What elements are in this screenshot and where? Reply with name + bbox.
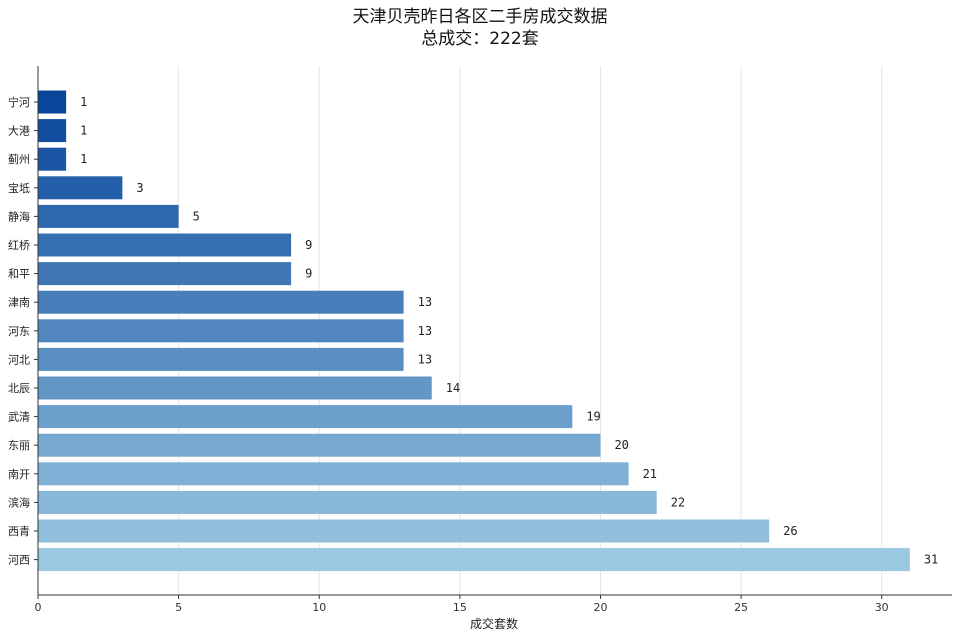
category-label: 静海 — [8, 209, 30, 223]
bar-11 — [38, 376, 432, 400]
category-label: 河北 — [8, 353, 30, 366]
data-label: 1 — [80, 152, 87, 166]
category-label: 东丽 — [8, 439, 30, 452]
category-label: 津南 — [8, 296, 30, 309]
bar-5 — [38, 204, 179, 228]
bar-12 — [38, 405, 573, 429]
category-label: 河西 — [8, 554, 30, 567]
category-label: 蓟州 — [8, 153, 30, 166]
bar-7 — [38, 262, 292, 286]
data-label: 20 — [614, 438, 628, 452]
x-tick-label: 5 — [175, 601, 182, 614]
data-label: 3 — [136, 181, 143, 195]
data-label: 14 — [446, 381, 460, 395]
data-label: 31 — [924, 553, 938, 567]
category-label: 红桥 — [8, 239, 30, 252]
category-label: 和平 — [8, 268, 30, 281]
x-tick-label: 15 — [453, 601, 467, 614]
bar-10 — [38, 347, 404, 371]
bar-9 — [38, 319, 404, 343]
data-label: 5 — [193, 209, 200, 223]
bar-16 — [38, 519, 770, 543]
bar-15 — [38, 490, 657, 514]
bar-3 — [38, 147, 67, 171]
bar-17 — [38, 548, 910, 572]
data-label: 1 — [80, 124, 87, 138]
x-tick-label: 25 — [734, 601, 748, 614]
chart-subtitle: 总成交：222套 — [421, 29, 539, 49]
bar-13 — [38, 433, 601, 457]
chart-title-block: 天津贝壳昨日各区二手房成交数据 总成交：222套 — [0, 6, 960, 50]
data-label: 13 — [418, 295, 432, 309]
data-label: 19 — [586, 410, 600, 424]
x-axis-title: 成交套数 — [470, 616, 518, 631]
category-label: 西青 — [8, 525, 30, 538]
data-label: 26 — [783, 524, 797, 538]
x-tick-label: 20 — [593, 601, 607, 614]
category-label: 滨海 — [8, 495, 30, 509]
data-label: 1 — [80, 95, 87, 109]
data-label: 13 — [418, 352, 432, 366]
bar-4 — [38, 176, 123, 200]
category-label: 河东 — [8, 325, 30, 338]
bar-14 — [38, 462, 629, 486]
category-label: 宝坻 — [8, 181, 30, 195]
x-tick-label: 10 — [312, 601, 326, 614]
category-label: 大港 — [8, 124, 30, 138]
bar-6 — [38, 233, 292, 257]
category-label: 武清 — [8, 411, 30, 424]
category-label: 南开 — [8, 468, 30, 481]
category-label: 宁河 — [8, 95, 30, 109]
x-tick-label: 30 — [875, 601, 889, 614]
data-label: 22 — [671, 495, 685, 509]
bar-8 — [38, 290, 404, 314]
data-label: 21 — [643, 467, 657, 481]
bar-2 — [38, 119, 67, 143]
x-tick-label: 0 — [35, 601, 42, 614]
data-label: 13 — [418, 324, 432, 338]
axes-group: 0 5 10 15 20 25 30宁河大港蓟州宝坻静海红桥和平津南河东河北北辰武清东丽南开… — [8, 66, 952, 614]
bar-1 — [38, 90, 67, 114]
chart-title: 天津贝壳昨日各区二手房成交数据 — [352, 7, 608, 27]
data-label: 9 — [305, 238, 312, 252]
data-label: 9 — [305, 267, 312, 281]
category-label: 北辰 — [8, 382, 30, 395]
